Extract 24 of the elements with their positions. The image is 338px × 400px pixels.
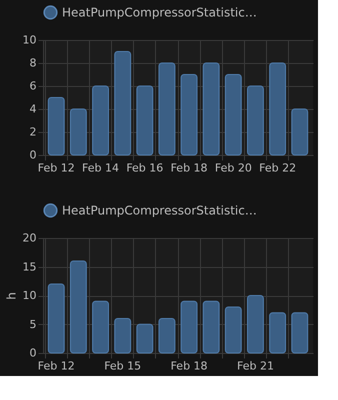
x-tick-label: Feb 22 <box>259 162 296 174</box>
legend-label: HeatPumpCompressorStatistic… <box>62 204 257 218</box>
legend-label: HeatPumpCompressorStatistic… <box>62 6 257 20</box>
y-tick-label: 4 <box>30 102 36 116</box>
x-tick-label: Feb 18 <box>170 162 208 174</box>
y-tick-label: 20 <box>22 232 36 244</box>
y-tick-label: 0 <box>30 148 36 162</box>
x-tick-label: Feb 15 <box>104 360 142 372</box>
y-tick-label: 10 <box>22 289 36 302</box>
y-tick-label: 6 <box>30 80 36 92</box>
x-tick-label: Feb 20 <box>214 162 252 174</box>
x-tick-label: Feb 21 <box>236 360 274 372</box>
y-axis-title: h <box>4 292 19 300</box>
y-tick-label: 15 <box>22 260 36 274</box>
x-tick-label: Feb 14 <box>82 162 120 174</box>
y-tick-label: 0 <box>30 346 36 360</box>
y-tick-label: 8 <box>30 56 36 70</box>
y-tick-label: 2 <box>30 126 36 138</box>
x-tick-label: Feb 12 <box>38 360 75 372</box>
x-tick-label: Feb 18 <box>170 360 208 372</box>
x-tick-label: Feb 12 <box>38 162 75 174</box>
y-tick-label: 5 <box>30 318 36 331</box>
x-tick-label: Feb 16 <box>126 162 164 174</box>
y-tick-label: 10 <box>22 34 36 46</box>
